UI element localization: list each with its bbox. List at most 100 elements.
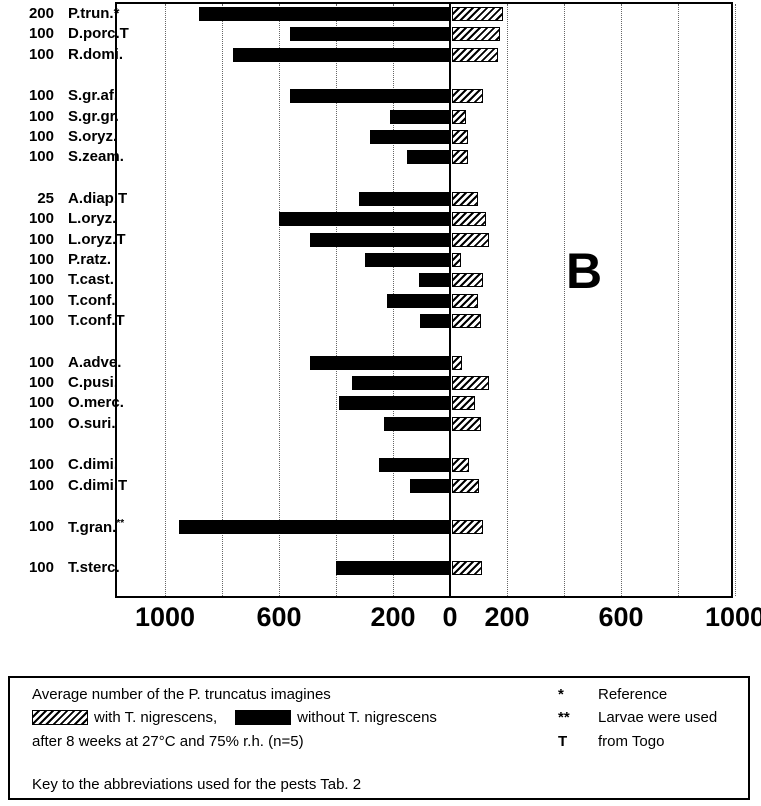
bar-without-nigrescens bbox=[384, 416, 450, 431]
row-initial-count: 100 bbox=[28, 25, 54, 43]
x-tick-label: 600 bbox=[256, 602, 302, 632]
row-initial-count: 100 bbox=[28, 210, 54, 228]
chart-row-tcast: 100 T.cast. bbox=[0, 270, 761, 290]
chart-row-dporct: 100 D.porc.T bbox=[0, 24, 761, 44]
black-series-swatch bbox=[235, 710, 292, 725]
gridline bbox=[165, 4, 166, 596]
bar-with-nigrescens bbox=[452, 561, 482, 576]
bar-without-nigrescens bbox=[199, 7, 450, 21]
chart-row-adiapt: 25 A.diap.T bbox=[0, 189, 761, 209]
chart-row-osuri: 100 O.suri. bbox=[0, 414, 761, 434]
row-species-label: T.cast. bbox=[68, 271, 114, 289]
bar-with-nigrescens bbox=[452, 396, 475, 411]
bar-without-nigrescens bbox=[407, 150, 450, 165]
chart-row-pratz: 100 P.ratz. bbox=[0, 250, 761, 270]
row-species-label: O.suri. bbox=[68, 414, 116, 432]
row-initial-count: 100 bbox=[28, 87, 54, 105]
bar-with-nigrescens bbox=[452, 253, 461, 267]
panel-label: B bbox=[566, 243, 603, 299]
bar-with-nigrescens bbox=[452, 416, 481, 431]
row-initial-count: 100 bbox=[28, 271, 54, 289]
chart-row-szeam: 100 S.zeam. bbox=[0, 147, 761, 167]
gridline bbox=[507, 4, 508, 596]
footnote-text: Larvae were used bbox=[598, 709, 718, 726]
legend-box: Average number of the P. truncatus imagi… bbox=[8, 676, 750, 800]
row-species-label: L.oryz. bbox=[68, 210, 117, 228]
bar-without-nigrescens bbox=[310, 355, 450, 370]
chart-row-sgrgr: 100 S.gr.gr. bbox=[0, 107, 761, 127]
row-species-label: T.conf.T bbox=[68, 312, 125, 330]
row-species-label: A.diap.T bbox=[68, 189, 128, 207]
legend-footer: Key to the abbreviations used for the pe… bbox=[32, 776, 362, 793]
row-initial-count: 100 bbox=[28, 148, 54, 166]
bar-without-nigrescens bbox=[370, 130, 450, 144]
row-species-label: L.oryz.T bbox=[68, 230, 126, 248]
bar-with-nigrescens bbox=[452, 89, 484, 104]
chart-row-loryzt: 100 L.oryz.T bbox=[0, 230, 761, 250]
bar-without-nigrescens bbox=[364, 253, 450, 267]
chart-row-cdimit: 100 C.dimi.T bbox=[0, 476, 761, 496]
bar-with-nigrescens bbox=[452, 212, 487, 227]
row-initial-count: 100 bbox=[28, 128, 54, 145]
footnote-symbol: T bbox=[558, 733, 568, 750]
bar-without-nigrescens bbox=[179, 520, 450, 534]
bar-with-nigrescens bbox=[452, 273, 484, 288]
chart-row-omerc: 100 O.merc. bbox=[0, 393, 761, 413]
bar-with-nigrescens bbox=[452, 27, 501, 42]
legend-line-1: Average number of the P. truncatus imagi… bbox=[32, 686, 331, 703]
bar-without-nigrescens bbox=[358, 191, 450, 206]
legend-line-2: with T. nigrescens, without T. nigrescens bbox=[32, 709, 437, 726]
row-initial-count: 100 bbox=[28, 374, 54, 391]
x-tick-label: 0 bbox=[442, 602, 458, 632]
bar-with-nigrescens bbox=[452, 47, 498, 62]
row-species-label: D.porc.T bbox=[68, 25, 129, 43]
bar-with-nigrescens bbox=[452, 376, 490, 390]
bar-without-nigrescens bbox=[233, 47, 450, 62]
footnote-text: from Togo bbox=[598, 733, 665, 750]
chart-row-aadve: 100 A.adve. bbox=[0, 353, 761, 373]
row-initial-count: 100 bbox=[28, 414, 54, 432]
row-initial-count: 200 bbox=[28, 5, 54, 22]
bar-with-nigrescens bbox=[452, 150, 468, 165]
row-initial-count: 100 bbox=[28, 251, 54, 268]
x-tick-label: 1000 bbox=[134, 602, 196, 632]
chart-row-loryz: 100 L.oryz. bbox=[0, 209, 761, 229]
x-tick-label: 600 bbox=[598, 602, 644, 632]
bar-without-nigrescens bbox=[351, 376, 450, 390]
gridline bbox=[336, 4, 337, 596]
row-species-label: S.oryz. bbox=[68, 128, 118, 145]
bar-without-nigrescens bbox=[378, 458, 450, 473]
bar-with-nigrescens bbox=[452, 293, 478, 308]
bar-with-nigrescens bbox=[452, 191, 478, 206]
x-tick-label: 200 bbox=[370, 602, 416, 632]
bar-without-nigrescens bbox=[279, 212, 450, 227]
bar-without-nigrescens bbox=[336, 561, 450, 576]
bar-with-nigrescens bbox=[452, 7, 504, 21]
row-species-label: S.zeam. bbox=[68, 148, 124, 166]
footnote-symbol: * bbox=[558, 686, 564, 703]
chart-row-ptrun: 200 P.trun.* bbox=[0, 4, 761, 24]
with-series-label: with T. nigrescens, bbox=[94, 709, 218, 726]
legend-line-3: after 8 weeks at 27°C and 75% r.h. (n=5) bbox=[32, 733, 304, 750]
row-initial-count: 100 bbox=[28, 291, 54, 309]
gridline bbox=[279, 4, 280, 596]
row-species-label: T.gran.** bbox=[68, 518, 125, 536]
row-species-label: C.pusi. bbox=[68, 374, 119, 391]
row-initial-count: 100 bbox=[28, 45, 54, 63]
row-initial-count: 100 bbox=[28, 559, 54, 577]
chart-row-rdomi: 100 R.domi. bbox=[0, 45, 761, 65]
bar-without-nigrescens bbox=[390, 109, 450, 124]
bar-without-nigrescens bbox=[290, 89, 450, 104]
row-label-superscript: ** bbox=[116, 518, 125, 529]
row-species-label: P.trun.* bbox=[68, 5, 120, 22]
bar-without-nigrescens bbox=[420, 314, 450, 329]
row-initial-count: 100 bbox=[28, 518, 54, 535]
row-initial-count: 100 bbox=[28, 312, 54, 330]
row-species-label: O.merc. bbox=[68, 394, 124, 412]
gridline bbox=[621, 4, 622, 596]
without-series-label: without T. nigrescens bbox=[297, 709, 437, 726]
bar-without-nigrescens bbox=[418, 273, 450, 288]
row-species-label: S.gr.gr. bbox=[68, 107, 119, 125]
row-species-label: S.gr.af. bbox=[68, 87, 119, 105]
row-initial-count: 100 bbox=[28, 456, 54, 474]
